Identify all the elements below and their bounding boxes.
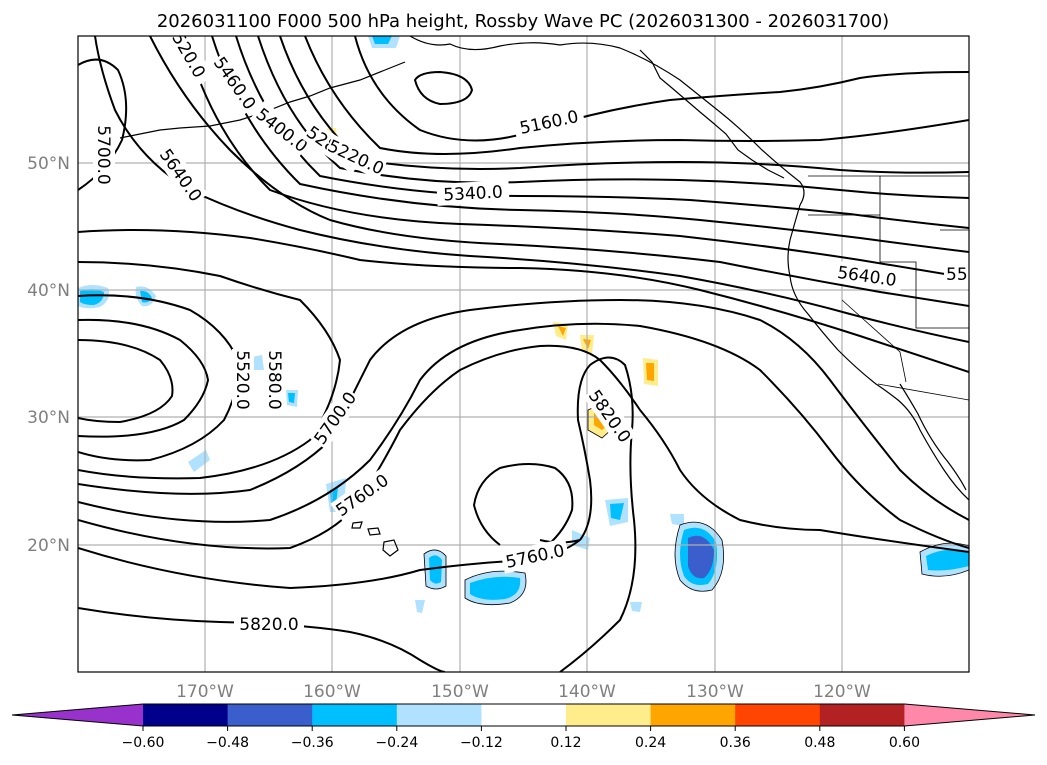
colorbar-extend-min	[12, 704, 143, 726]
lat-tick-label: 20°N	[27, 536, 70, 556]
contour-line	[94, 36, 969, 343]
neg-anomaly-patch	[252, 355, 264, 370]
lon-axis: 170°W 160°W 150°W 140°W 130°W 120°W	[176, 682, 871, 702]
map-area: 5160.0 5340.0 5400.0 5460.0 5280.0 5220.…	[78, 36, 978, 672]
anomaly-outline	[919, 542, 969, 577]
contour-line	[78, 261, 342, 480]
contour-line	[78, 339, 174, 424]
neg-anomaly-patch	[288, 393, 295, 403]
lon-tick-label: 120°W	[813, 682, 871, 702]
anomaly-outline	[464, 570, 527, 606]
colorbar-tick-label: −0.12	[460, 735, 503, 751]
lon-tick-label: 140°W	[558, 682, 616, 702]
contour-line	[413, 70, 474, 106]
anomaly-outline	[674, 521, 725, 592]
colorbar-tick-label: −0.36	[291, 735, 334, 751]
contour-line	[354, 36, 969, 142]
colorbar-extend-max	[904, 704, 1035, 726]
neg-anomaly-patch	[630, 602, 642, 612]
colorbar-tick-label: 0.36	[720, 735, 751, 751]
lat-tick-label: 40°N	[27, 281, 70, 301]
colorbar-segment	[481, 704, 567, 726]
contour-label: 5520.0	[232, 350, 252, 409]
lon-tick-label: 130°W	[686, 682, 744, 702]
anomaly-shading	[78, 36, 969, 613]
colorbar-segment	[566, 704, 652, 726]
panhandle-coast	[639, 49, 785, 179]
lat-axis: 50°N 40°N 30°N 20°N	[27, 154, 70, 556]
contour-label: 558	[946, 265, 978, 285]
contour-line	[78, 607, 446, 672]
contour-line	[235, 36, 969, 229]
colorbar-segment	[650, 704, 736, 726]
colorbar-tick-label: 0.24	[635, 735, 666, 751]
hawaii-island	[367, 527, 381, 536]
contour-line	[78, 318, 210, 438]
contour-line	[559, 356, 637, 672]
colorbar-tick-label: −0.60	[122, 735, 165, 751]
colorbar-segment	[312, 704, 398, 726]
lon-tick-label: 160°W	[303, 682, 361, 702]
lon-tick-label: 150°W	[431, 682, 489, 702]
colorbar-tick-label: 0.12	[550, 735, 581, 751]
us-west-coast	[787, 204, 969, 501]
pos-anomaly-patch	[558, 326, 566, 336]
contour-line	[78, 298, 969, 521]
neg-anomaly-patch	[670, 514, 684, 526]
map-frame	[77, 35, 970, 673]
baja-coast	[899, 383, 967, 491]
contour-line	[78, 344, 969, 553]
colorbar-tick-label: −0.48	[206, 735, 249, 751]
contour-line	[304, 36, 969, 155]
neg-anomaly-patch	[80, 289, 104, 305]
contour-label: 5820.0	[239, 615, 298, 635]
lat-tick-label: 30°N	[27, 408, 70, 428]
contour-line	[78, 229, 969, 373]
colorbar-segment	[227, 704, 313, 726]
hawaii-island	[382, 539, 399, 557]
colorbar-tick-label: −0.24	[375, 735, 418, 751]
neg-anomaly-patch	[610, 503, 624, 520]
colorbar-tick-label: 0.60	[889, 735, 920, 751]
neg-anomaly-patch	[372, 36, 392, 44]
anomaly-outline	[423, 549, 447, 590]
pos-anomaly-patch	[646, 363, 654, 381]
colorbar: −0.60 −0.48 −0.36 −0.24 −0.12 0.12 0.24 0.36 0.4…	[11, 703, 1036, 751]
neg-anomaly-patch	[926, 549, 969, 571]
colorbar-segment	[819, 704, 905, 726]
contour-line	[149, 36, 969, 307]
state-border	[877, 383, 969, 401]
colorbar-tick-label: 0.48	[804, 735, 835, 751]
contour-label: 5580.0	[264, 350, 284, 409]
hawaii-island	[351, 521, 363, 529]
neg-anomaly-patch	[415, 600, 425, 613]
neg-anomaly-patch	[688, 535, 714, 579]
map-title: 2026031100 F000 500 hPa height, Rossby W…	[157, 11, 889, 32]
alaska-bc-coast	[409, 36, 805, 206]
colorbar-segment	[143, 704, 229, 726]
contour-label: 5700.0	[93, 125, 113, 184]
neg-anomaly-patch	[470, 576, 521, 600]
contour-label: 5340.0	[443, 182, 503, 205]
colorbar-segment	[735, 704, 821, 726]
contour-line	[78, 322, 969, 549]
contour-line	[211, 36, 969, 253]
contour-line	[472, 463, 574, 546]
neg-anomaly-patch	[429, 555, 442, 584]
state-border	[808, 214, 969, 329]
lat-tick-label: 50°N	[27, 154, 70, 174]
lon-tick-label: 170°W	[176, 682, 234, 702]
colorbar-segment	[396, 704, 482, 726]
